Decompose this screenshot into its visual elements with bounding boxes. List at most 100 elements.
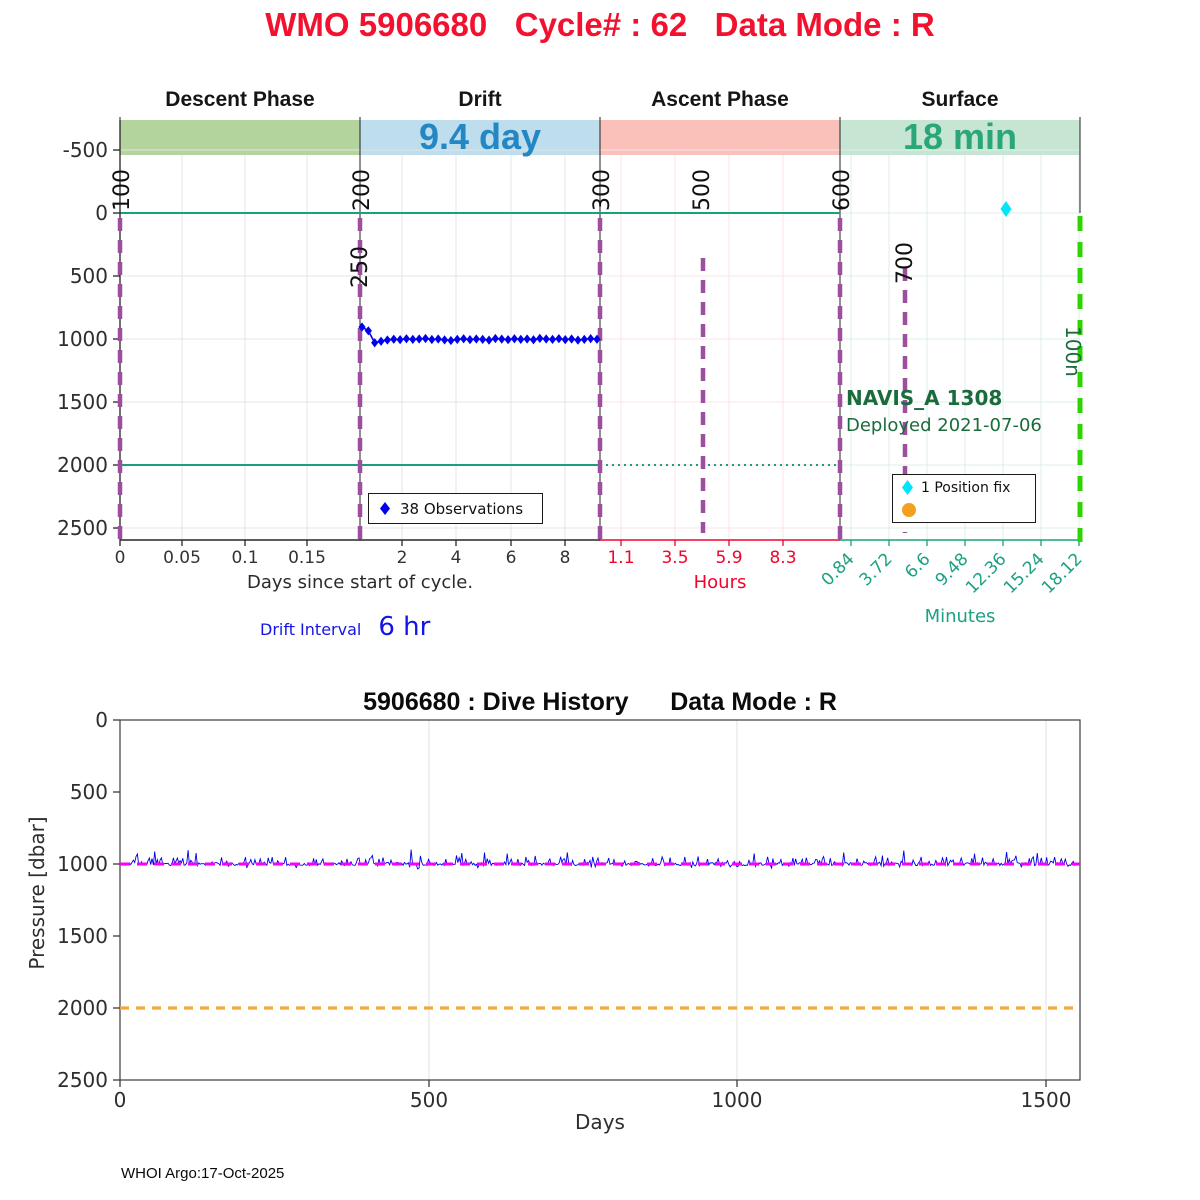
drift-observation-marker: [415, 334, 423, 344]
days-axis-label: Days since start of cycle.: [246, 572, 474, 593]
event-label: 500: [690, 169, 715, 211]
bottom-plot-box: [119, 719, 1081, 1081]
drift-observation-marker: [561, 335, 569, 345]
minutes-tick-label: 12.36: [962, 549, 1011, 598]
event-label: 250: [348, 246, 373, 288]
x-tick-label: 0: [115, 548, 126, 568]
drift-observation-marker: [364, 326, 372, 336]
x-tick-label: 8: [560, 548, 571, 568]
drift-observation-marker: [567, 334, 576, 344]
drift-interval-label: Drift Interval: [260, 620, 362, 639]
park-pressure-trace: [119, 849, 1081, 870]
event-label: 100: [110, 169, 135, 211]
x-tick-label: 0.05: [163, 548, 201, 568]
drift-observation-marker: [434, 334, 442, 344]
x-tick-label: 6: [506, 548, 517, 568]
drift-observation-marker: [555, 334, 563, 344]
observations-legend: 38 Observations: [368, 493, 543, 524]
drift-interval-value: 6 hr: [378, 612, 431, 642]
drift-observation-marker: [479, 334, 487, 344]
drift-observation-marker: [517, 334, 525, 344]
drift-observation-marker: [587, 334, 595, 344]
drift-duration-label: 9.4 day: [418, 116, 542, 157]
bottom-x-tick-label: 0: [114, 1088, 127, 1112]
drift-observation-marker: [396, 335, 404, 345]
minutes-tick-label: 15.24: [1000, 549, 1049, 598]
drift-observation-marker: [574, 335, 582, 345]
drift-interval: Drift Interval 6 hr: [260, 612, 430, 642]
y-tick-label: 1000: [57, 327, 108, 351]
drift-observation-marker: [383, 335, 392, 345]
y-tick-label: -500: [63, 138, 108, 162]
surface-duration-label: 18 min: [902, 116, 1018, 157]
drift-observation-marker: [466, 335, 474, 345]
y-tick-label: 2000: [57, 453, 108, 477]
hours-axis-label: Hours: [693, 572, 747, 593]
footer-credit: WHOI Argo:17-Oct-2025: [121, 1165, 285, 1182]
page-title: WMO 5906680 Cycle# : 62 Data Mode : R: [265, 6, 935, 43]
bottom-y-tick-label: 2000: [57, 996, 108, 1020]
x-tick-label: 0.15: [288, 548, 326, 568]
drift-observation-marker: [453, 334, 461, 344]
float-name-annotation: NAVIS_A 1308: [846, 386, 1003, 410]
drift-observation-marker: [504, 335, 512, 345]
blue-diamond-marker-icon: [380, 502, 390, 515]
drift-observation-marker: [358, 322, 366, 332]
drift-observation-marker: [402, 334, 411, 344]
bottom-y-tick-label: 1000: [57, 852, 108, 876]
cyan-diamond-marker-icon: [902, 480, 913, 495]
y-tick-label: 1500: [57, 390, 108, 414]
drift-observation-marker: [485, 335, 493, 345]
x-tick-label: 1.1: [607, 548, 634, 568]
phase-title-drift: Drift: [458, 88, 502, 111]
deployed-date-annotation: Deployed 2021-07-06: [846, 415, 1042, 436]
x-tick-label: 5.9: [715, 548, 742, 568]
drift-observation-marker: [440, 335, 449, 345]
event-label: 200: [350, 169, 375, 211]
drift-observation-marker: [472, 334, 480, 344]
bottom-y-tick-label: 2500: [57, 1068, 108, 1092]
drift-observation-marker: [548, 334, 557, 344]
drift-observation-marker: [377, 336, 385, 346]
y-tick-label: 0: [95, 201, 108, 225]
dive-history-title: 5906680 : Dive History Data Mode : R: [363, 688, 837, 716]
position-fix-legend: 1 Position fix: [892, 474, 1036, 523]
pressure-axis-label: Pressure [dbar]: [25, 816, 49, 970]
bottom-x-tick-label: 500: [410, 1088, 448, 1112]
drift-observation-marker: [510, 334, 519, 344]
minutes-axis-label: Minutes: [924, 606, 996, 627]
position-fix-marker: [1000, 201, 1012, 217]
drift-observation-marker: [421, 333, 430, 344]
x-tick-label: 3.5: [661, 548, 688, 568]
drift-observation-marker: [447, 335, 455, 346]
bottom-y-tick-label: 500: [70, 780, 108, 804]
phase-title-ascent: Ascent Phase: [651, 88, 789, 111]
phase-band: [120, 120, 360, 155]
phase-band: [600, 120, 840, 155]
drift-observation-marker: [536, 333, 544, 343]
minutes-tick-label: 18.12: [1038, 549, 1087, 598]
drift-observation-marker: [593, 334, 601, 344]
bottom-y-tick-label: 0: [95, 708, 108, 732]
observations-legend-label: 38 Observations: [400, 499, 524, 518]
drift-observation-marker: [491, 333, 499, 344]
drift-observation-marker: [428, 334, 436, 345]
drift-observation-marker: [371, 338, 379, 348]
position-fix-legend-label: 1 Position fix: [921, 479, 1011, 496]
drift-observation-marker: [542, 334, 550, 344]
bottom-x-tick-label: 1000: [712, 1088, 763, 1112]
y-tick-label: 500: [70, 264, 108, 288]
drift-observation-marker: [529, 335, 538, 345]
x-tick-label: 2: [397, 548, 408, 568]
drift-observation-marker: [523, 334, 531, 344]
drift-observation-marker: [409, 334, 417, 344]
phase-title-surface: Surface: [921, 88, 999, 111]
x-tick-label: 0.1: [231, 548, 258, 568]
y-tick-label: 2500: [57, 516, 108, 540]
phase-band: [360, 120, 600, 155]
phase-band: [840, 120, 1080, 155]
event-label: 300: [590, 169, 615, 211]
x-tick-label: 8.3: [769, 548, 796, 568]
